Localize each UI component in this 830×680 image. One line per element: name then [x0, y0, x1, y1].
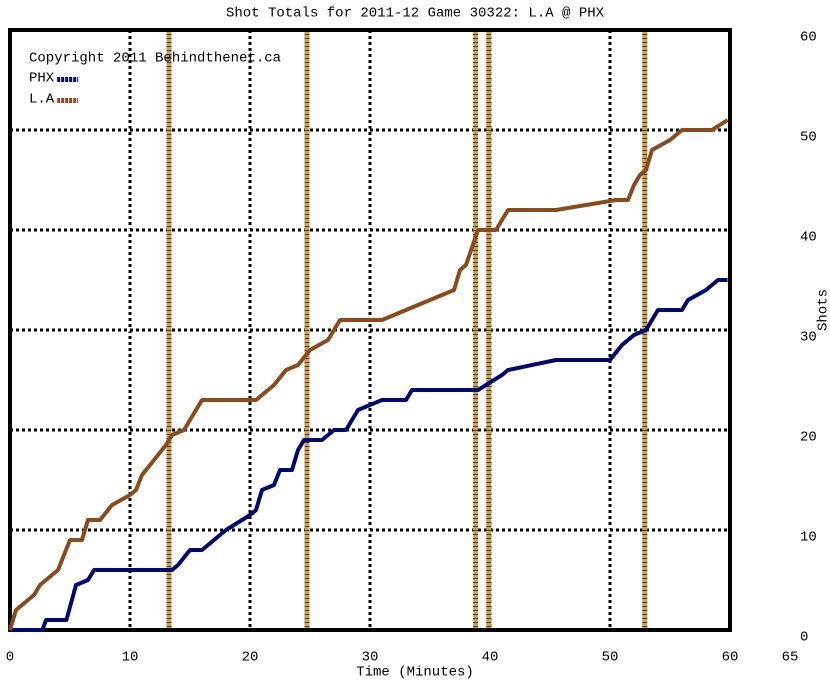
legend-swatch — [56, 77, 79, 82]
annotation: Copyright 2011 Behindthenet.ca — [29, 51, 281, 67]
x-tick-label: 50 — [602, 650, 619, 666]
legend-label: L.A — [29, 92, 55, 108]
y-axis-label: Shots — [816, 289, 830, 331]
series-line — [8, 118, 729, 631]
legend-label: PHX — [29, 71, 55, 87]
plot-border — [8, 28, 732, 632]
legend-swatch — [56, 98, 79, 103]
x-tick-label: 65 — [782, 650, 799, 666]
series-line — [10, 278, 728, 632]
y-tick-label: 50 — [800, 130, 817, 146]
y-tick-label: 20 — [800, 430, 817, 446]
x-tick-label: 0 — [6, 650, 14, 666]
x-tick-label: 40 — [482, 650, 499, 666]
x-tick-label: 60 — [722, 650, 739, 666]
y-tick-label: 30 — [800, 330, 817, 346]
y-tick-label: 10 — [800, 530, 817, 546]
y-tick-label: 60 — [800, 30, 817, 46]
x-tick-label: 10 — [122, 650, 139, 666]
x-tick-label: 30 — [362, 650, 379, 666]
y-tick-label: 40 — [800, 230, 817, 246]
x-tick-label: 20 — [242, 650, 259, 666]
y-tick-label: 0 — [800, 630, 808, 646]
chart-title: Shot Totals for 2011-12 Game 30322: L.A … — [226, 6, 605, 22]
x-axis-label: Time (Minutes) — [356, 665, 474, 680]
